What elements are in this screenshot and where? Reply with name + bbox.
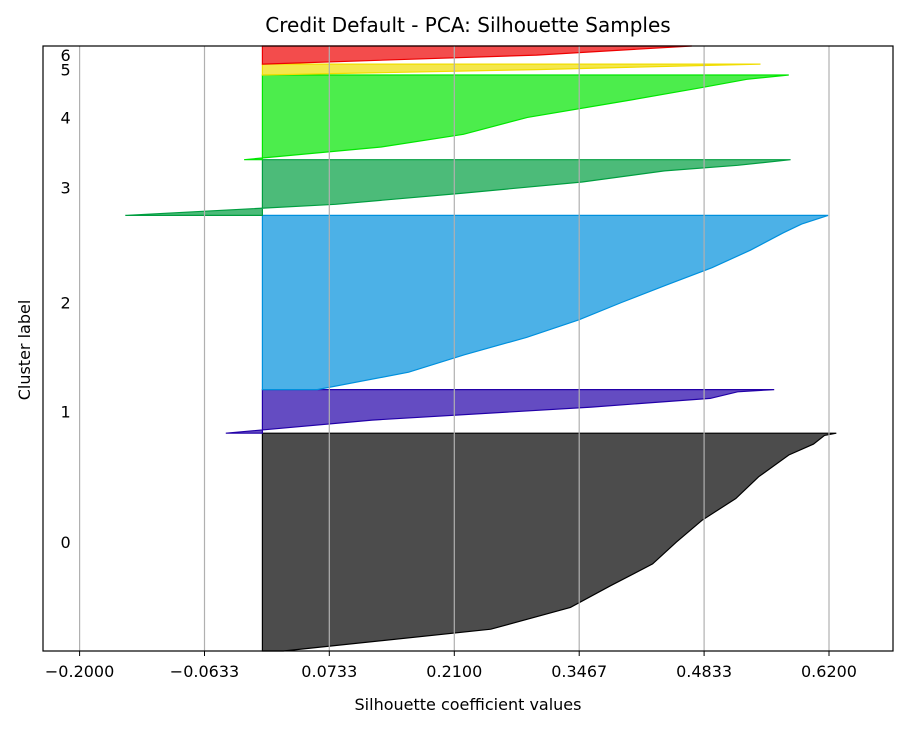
- x-tick-label: 0.2100: [426, 662, 482, 681]
- cluster-label-3: 3: [61, 179, 71, 198]
- cluster-0-silhouette: [261, 432, 837, 652]
- cluster-3-silhouette: [125, 159, 791, 216]
- cluster-4-silhouette: [244, 74, 789, 161]
- x-tick-label: 0.3467: [551, 662, 607, 681]
- y-axis-label: Cluster label: [15, 300, 34, 401]
- cluster-label-5: 5: [61, 61, 71, 80]
- cluster-label-0: 0: [61, 533, 71, 552]
- grid-layer: [78, 46, 830, 651]
- cluster-2-silhouette: [261, 214, 829, 391]
- cluster-1-silhouette: [225, 389, 775, 434]
- x-tick-label: 0.0733: [301, 662, 357, 681]
- chart-title: Credit Default - PCA: Silhouette Samples: [265, 13, 670, 37]
- cluster-label-1: 1: [61, 402, 71, 421]
- x-axis-label: Silhouette coefficient values: [355, 695, 582, 714]
- x-tick-label: −0.2000: [45, 662, 114, 681]
- cluster-5-silhouette: [261, 63, 761, 76]
- cluster-label-2: 2: [61, 294, 71, 313]
- x-ticks-layer: −0.2000 −0.0633 0.0733 0.2100 0.3467 0.4833 0.…: [45, 651, 857, 681]
- clusters-layer: [125, 45, 837, 652]
- x-tick-label: 0.6200: [801, 662, 857, 681]
- cluster-labels-layer: 0 1 2 3 4 56: [61, 46, 71, 552]
- cluster-label-4: 4: [61, 108, 71, 127]
- x-tick-label: 0.4833: [676, 662, 732, 681]
- cluster-label-6: 6: [61, 46, 71, 65]
- plot-frame: [42, 45, 894, 652]
- x-tick-label: −0.0633: [170, 662, 239, 681]
